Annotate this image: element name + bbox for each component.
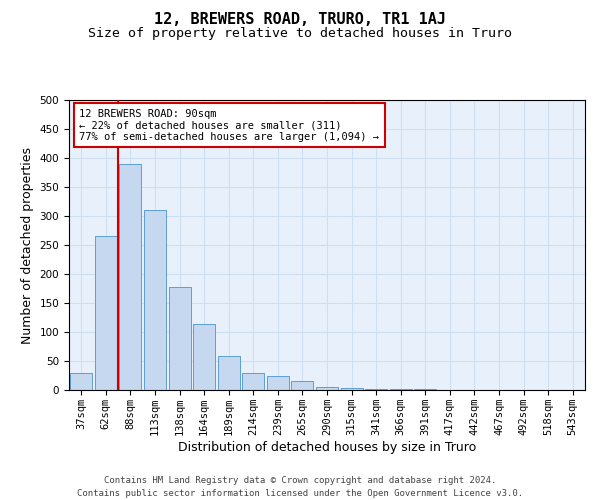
Bar (341, 388, 362, 390)
Text: Contains HM Land Registry data © Crown copyright and database right 2024.
Contai: Contains HM Land Registry data © Crown c… (77, 476, 523, 498)
Text: 12 BREWERS ROAD: 90sqm
← 22% of detached houses are smaller (311)
77% of semi-de: 12 BREWERS ROAD: 90sqm ← 22% of detached… (79, 108, 379, 142)
Bar (119, 164, 142, 390)
Text: Size of property relative to detached houses in Truro: Size of property relative to detached ho… (88, 28, 512, 40)
Bar (365, 389, 387, 390)
Bar (70, 372, 92, 390)
Y-axis label: Number of detached properties: Number of detached properties (21, 146, 34, 344)
Bar (144, 210, 166, 390)
Bar (218, 356, 240, 390)
Bar (95, 236, 117, 390)
Text: 12, BREWERS ROAD, TRURO, TR1 1AJ: 12, BREWERS ROAD, TRURO, TR1 1AJ (154, 12, 446, 28)
Bar (169, 287, 191, 390)
Bar (316, 387, 338, 390)
Bar (193, 324, 215, 390)
Bar (267, 376, 289, 390)
X-axis label: Distribution of detached houses by size in Truro: Distribution of detached houses by size … (178, 440, 476, 454)
Bar (242, 372, 265, 390)
Bar (292, 382, 313, 390)
